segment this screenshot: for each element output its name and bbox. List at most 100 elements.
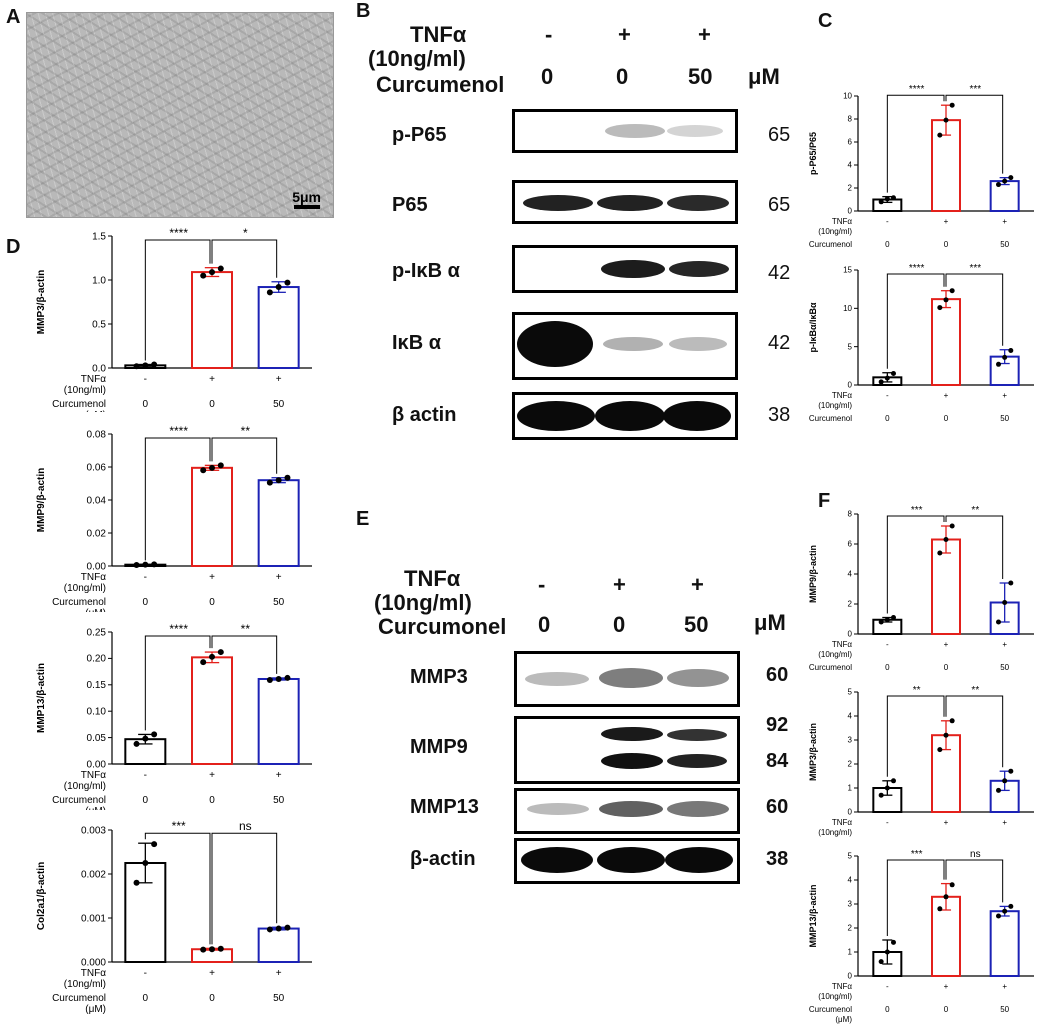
y-tick-label: 8 <box>848 115 853 124</box>
y-tick-label: 4 <box>848 161 853 170</box>
blot-e-label-actin: β-actin <box>410 848 476 870</box>
significance-label: ns <box>239 819 252 833</box>
blot-b-label-p65: P65 <box>392 194 428 216</box>
data-point <box>1002 908 1008 914</box>
y-tick-label: 0.0 <box>92 363 106 374</box>
y-tick-label: 2 <box>848 184 853 193</box>
y-tick-label: 5 <box>848 852 853 861</box>
significance-label: **** <box>909 263 925 274</box>
data-point <box>1008 580 1014 586</box>
x-row-value: 50 <box>273 399 285 410</box>
data-point <box>209 269 215 276</box>
significance-label: ** <box>971 685 979 696</box>
bar <box>257 927 300 963</box>
x-row-value: + <box>276 572 282 583</box>
x-row-value: 50 <box>273 795 285 806</box>
y-tick-label: 0 <box>848 808 853 817</box>
x-row-value: + <box>209 968 215 979</box>
data-point <box>151 361 158 368</box>
y-tick-label: 1 <box>848 784 853 793</box>
data-point <box>200 467 207 474</box>
y-tick-label: 4 <box>848 712 853 721</box>
bar <box>931 298 961 387</box>
band <box>667 669 729 687</box>
blot-b-mw-pp65: 65 <box>768 124 791 146</box>
band <box>601 753 663 769</box>
band <box>601 727 663 741</box>
y-tick-label: 6 <box>848 138 853 147</box>
blot-e-label-mmp13: MMP13 <box>410 796 479 818</box>
significance-bracket <box>945 515 1004 579</box>
blot-e-mw-mmp9-upper: 92 <box>766 714 789 736</box>
data-point <box>275 284 282 291</box>
blot-e-mw-actin: 38 <box>766 848 789 870</box>
panel-label-f: F <box>818 490 831 512</box>
significance-bracket <box>886 273 945 369</box>
x-row-value: - <box>886 818 889 827</box>
significance-label: **** <box>169 622 188 636</box>
x-row-label: (10ng/ml) <box>818 992 852 1001</box>
y-tick-label: 0.00 <box>87 561 107 572</box>
x-row-label: (μM) <box>835 673 852 674</box>
data-point <box>1002 600 1008 605</box>
x-row-value: - <box>886 640 889 649</box>
x-row-value: 0 <box>944 414 949 423</box>
x-row-value: 50 <box>1000 663 1009 672</box>
data-point <box>151 841 158 848</box>
data-point <box>266 926 273 933</box>
y-tick-label: 3 <box>848 900 853 909</box>
blot-b-label-pp65: p-P65 <box>392 124 447 146</box>
blot-e-tnf-lane1: - <box>538 572 546 597</box>
blot-e-label-mmp3: MMP3 <box>410 666 468 688</box>
data-point <box>949 523 955 529</box>
chart-f2-mmp3: 012345MMP3/β-actin****TNFα-++(10ng/ml)Cu… <box>808 685 1034 837</box>
y-tick-label: 3 <box>848 736 853 745</box>
y-tick-label: 0 <box>848 381 853 390</box>
band <box>605 124 665 138</box>
data-point <box>996 913 1002 919</box>
x-row-label: TNFα <box>832 982 853 991</box>
data-point <box>133 740 140 747</box>
y-tick-label: 0.02 <box>87 528 107 539</box>
data-point <box>133 363 140 370</box>
panel-label-a: A <box>6 6 21 28</box>
blot-b-row-ikb <box>512 312 738 380</box>
blot-e-mw-mmp13: 60 <box>766 796 789 818</box>
data-point <box>275 925 282 932</box>
significance-bracket <box>144 635 211 731</box>
x-row-value: - <box>886 391 889 400</box>
blot-b-header-curcumenol: Curcumenol <box>376 72 505 97</box>
x-row-value: - <box>144 770 147 781</box>
x-row-label: (10ng/ml) <box>818 401 852 410</box>
blot-b-label-pikb: p-IκB α <box>392 260 460 282</box>
data-point <box>1008 175 1014 181</box>
significance-bracket <box>144 437 211 561</box>
blot-e-header-conc: (10ng/ml) <box>374 590 472 615</box>
blot-e-cur-lane3: 50 <box>684 612 709 637</box>
band <box>665 847 733 873</box>
chart-f3-mmp13: 0 1 2 3 4 5 MMP13/β-actin *** ns TNFα - + + (10ng/ml)… <box>808 849 1034 1024</box>
data-point <box>142 362 149 369</box>
x-row-label: TNFα <box>832 640 853 649</box>
x-row-value: 50 <box>1000 1005 1009 1014</box>
y-tick-label: 0.10 <box>87 707 107 718</box>
blot-e-mw-mmp3: 60 <box>766 664 789 686</box>
significance-bracket <box>945 859 1004 903</box>
significance-label: ** <box>241 424 251 438</box>
x-row-value: + <box>209 572 215 583</box>
y-tick-label: 2 <box>848 760 853 769</box>
significance-label: **** <box>169 226 188 240</box>
significance-bracket <box>945 695 1004 768</box>
data-point <box>266 479 273 486</box>
y-axis-title: MMP9/β-actin <box>808 545 818 603</box>
x-row-value: 0 <box>885 414 890 423</box>
y-tick-label: 4 <box>848 876 853 885</box>
x-row-value: 0 <box>944 663 949 672</box>
x-row-label: (μM) <box>835 1015 852 1024</box>
band <box>597 847 665 873</box>
significance-label: * <box>243 226 248 240</box>
band <box>663 401 731 431</box>
